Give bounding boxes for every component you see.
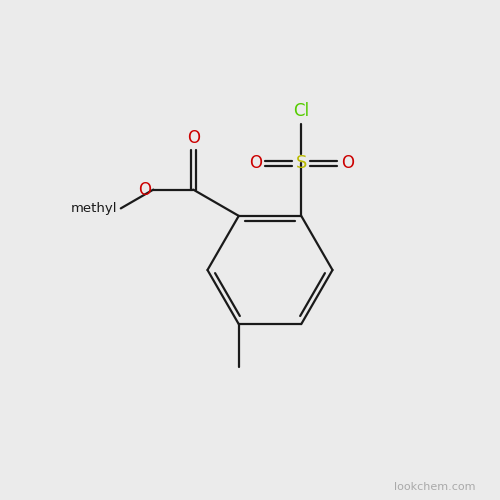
Text: methyl: methyl <box>70 202 117 215</box>
Text: S: S <box>296 154 307 172</box>
Text: O: O <box>187 128 200 146</box>
Text: O: O <box>249 154 262 172</box>
Text: lookchem.com: lookchem.com <box>394 482 475 492</box>
Text: O: O <box>341 154 354 172</box>
Text: O: O <box>138 180 151 198</box>
Text: Cl: Cl <box>293 102 310 120</box>
